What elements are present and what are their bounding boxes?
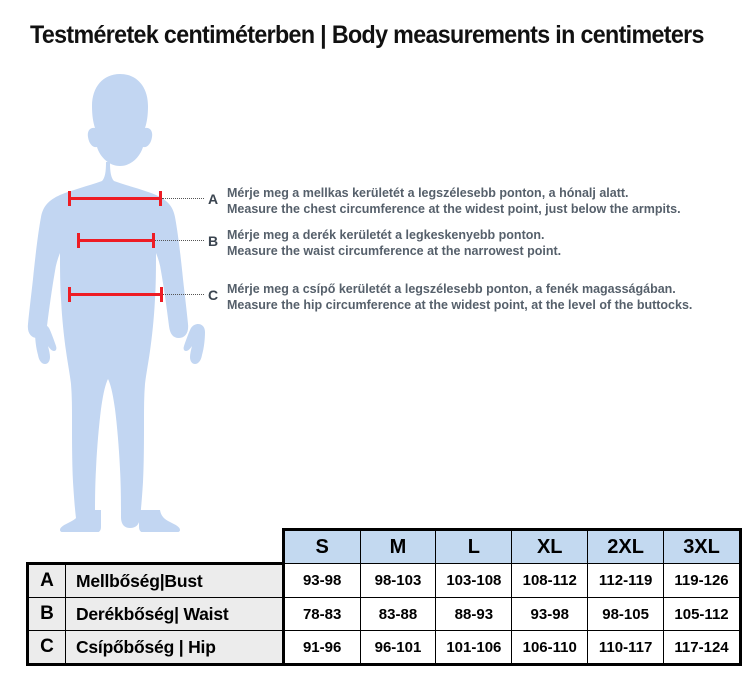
measure-cap-b-left	[77, 233, 80, 248]
measurement-description-a-en: Measure the chest circumference at the w…	[227, 202, 681, 216]
cell-a-xl: 108-112	[511, 563, 589, 598]
body-figure-area: A Mérje meg a mellkas kerületét a legszé…	[0, 62, 742, 532]
row-name-b: Derékbőség| Waist	[64, 597, 284, 631]
ref-letter-a: A	[208, 191, 219, 207]
cell-b-m: 83-88	[359, 597, 437, 631]
table-row: C Csípőbőség | Hip 91-96 96-101 101-106 …	[26, 630, 742, 666]
measure-line-a	[68, 197, 162, 200]
cell-c-2xl: 110-117	[587, 630, 665, 666]
size-header-m: M	[359, 528, 437, 564]
measurement-description-b-hu: Mérje meg a derék kerületét a legkeskeny…	[227, 228, 545, 242]
size-header-xl: XL	[511, 528, 589, 564]
leader-line-b	[155, 240, 204, 241]
measure-cap-a-left	[68, 191, 71, 206]
measurement-description-c-en: Measure the hip circumference at the wid…	[227, 298, 693, 312]
size-header-s: S	[281, 528, 361, 564]
male-body-silhouette	[27, 74, 205, 532]
cell-a-s: 93-98	[281, 563, 361, 598]
measure-cap-c-left	[68, 287, 71, 302]
cell-b-3xl: 105-112	[663, 597, 742, 631]
cell-a-2xl: 112-119	[587, 563, 665, 598]
row-ref-b: B	[26, 597, 66, 631]
corner-blank-name	[65, 530, 283, 564]
cell-c-l: 101-106	[435, 630, 513, 666]
table-row: B Derékbőség| Waist 78-83 83-88 88-93 93…	[26, 597, 742, 631]
row-ref-a: A	[26, 562, 66, 598]
measurement-description-b: Mérje meg a derék kerületét a legkeskeny…	[227, 227, 561, 259]
cell-b-l: 88-93	[435, 597, 513, 631]
table-row: A Mellbőség|Bust 93-98 98-103 103-108 10…	[26, 562, 742, 598]
measure-cap-b-right	[152, 233, 155, 248]
ref-letter-c: C	[208, 287, 219, 303]
size-header-l: L	[435, 528, 513, 564]
corner-blank-letter	[28, 530, 66, 564]
leader-line-a	[162, 198, 204, 199]
cell-c-xl: 106-110	[511, 630, 589, 666]
measurement-description-c-hu: Mérje meg a csípő kerületét a legszélese…	[227, 282, 676, 296]
size-header-2xl: 2XL	[587, 528, 665, 564]
cell-a-m: 98-103	[359, 563, 437, 598]
measurement-description-c: Mérje meg a csípő kerületét a legszélese…	[227, 281, 692, 313]
ref-letter-b: B	[208, 233, 219, 249]
row-ref-c: C	[26, 630, 66, 666]
size-chart-table: S M L XL 2XL 3XL A Mellbőség|Bust 93-98 …	[26, 528, 742, 666]
measurement-description-a-hu: Mérje meg a mellkas kerületét a legszéle…	[227, 186, 629, 200]
cell-b-2xl: 98-105	[587, 597, 665, 631]
measurement-description-b-en: Measure the waist circumference at the n…	[227, 244, 562, 258]
measure-line-b	[77, 239, 155, 242]
cell-b-s: 78-83	[281, 597, 361, 631]
measurement-description-a: Mérje meg a mellkas kerületét a legszéle…	[227, 185, 681, 217]
cell-a-3xl: 119-126	[663, 563, 742, 598]
table-header-row: S M L XL 2XL 3XL	[28, 528, 742, 564]
page-title: Testméretek centiméterben | Body measure…	[30, 21, 704, 49]
size-header-3xl: 3XL	[663, 528, 742, 564]
cell-c-m: 96-101	[359, 630, 437, 666]
cell-c-s: 91-96	[281, 630, 361, 666]
measure-cap-a-right	[159, 191, 162, 206]
cell-b-xl: 93-98	[511, 597, 589, 631]
cell-a-l: 103-108	[435, 563, 513, 598]
measure-cap-c-right	[160, 287, 163, 302]
measure-line-c	[68, 293, 163, 296]
leader-line-c	[163, 294, 204, 295]
cell-c-3xl: 117-124	[663, 630, 742, 666]
row-name-a: Mellbőség|Bust	[64, 562, 284, 598]
row-name-c: Csípőbőség | Hip	[64, 630, 284, 666]
